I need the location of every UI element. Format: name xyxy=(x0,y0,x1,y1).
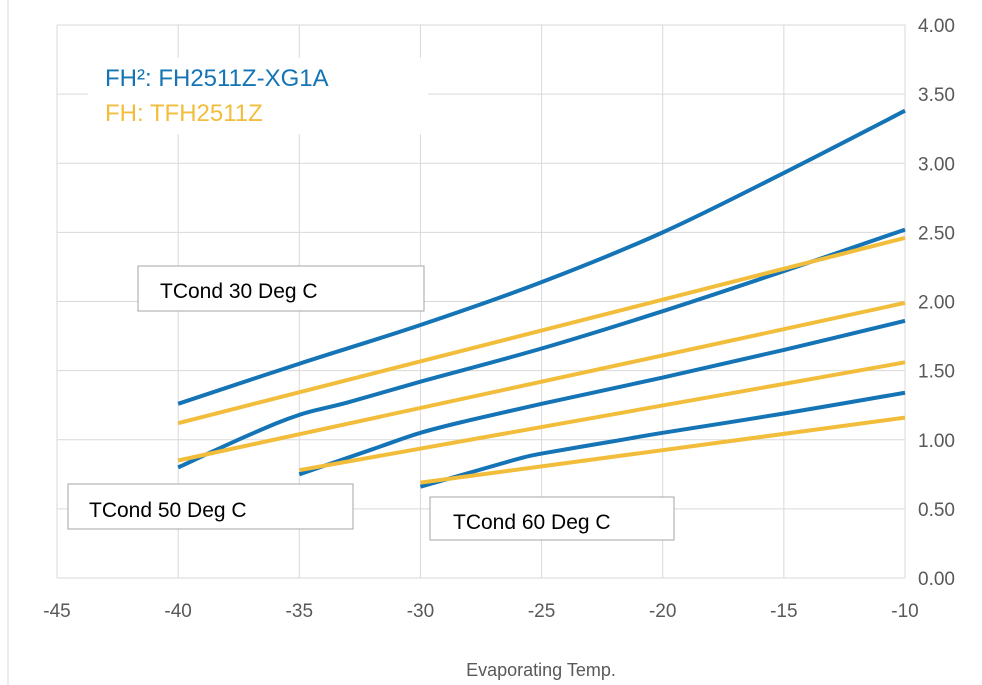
x-tick-label: -30 xyxy=(407,601,434,622)
series-line-fh2 xyxy=(177,227,906,470)
series-line-fh xyxy=(177,300,906,463)
x-axis-title: Evaporating Temp. xyxy=(466,660,616,680)
annotation-tcond-60: TCond 60 Deg C xyxy=(429,496,675,541)
annotation-tcond-50: TCond 50 Deg C xyxy=(67,483,354,530)
annotation-label: TCond 30 Deg C xyxy=(160,280,318,303)
legend: FH²: FH2511Z-XG1A FH: TFH2511Z xyxy=(88,58,428,134)
series-line-fh2 xyxy=(419,390,906,489)
y-tick-label: 1.00 xyxy=(918,431,955,452)
x-tick-label: -45 xyxy=(43,601,70,622)
series-line-fh xyxy=(298,360,906,473)
series-line-fh xyxy=(177,235,906,426)
legend-entry-fh: FH: TFH2511Z xyxy=(105,100,263,127)
annotation-box xyxy=(429,496,675,541)
x-tick-label: -25 xyxy=(528,601,555,622)
x-tick-label: -35 xyxy=(286,601,313,622)
annotation-label: TCond 50 Deg C xyxy=(89,499,247,522)
series-lines xyxy=(177,108,906,489)
series-line-fh2 xyxy=(177,108,906,406)
series-line-fh2 xyxy=(298,318,906,477)
x-tick-label: -15 xyxy=(770,601,797,622)
x-tick-label: -20 xyxy=(649,601,676,622)
y-tick-label: 1.50 xyxy=(918,362,955,383)
y-tick-label: 3.50 xyxy=(918,85,955,106)
annotation-box xyxy=(137,265,425,312)
x-tick-label: -10 xyxy=(891,601,918,622)
y-tick-label: 2.00 xyxy=(918,293,955,314)
x-tick-label: -40 xyxy=(164,601,191,622)
y-tick-label: 0.50 xyxy=(918,500,955,521)
y-tick-label: 3.00 xyxy=(918,154,955,175)
annotation-tcond-30: TCond 30 Deg C xyxy=(137,265,425,312)
tick-labels: -45 -40 -35 -30 -25 -20 -15 -100.00 0.50 1.00 1.50… xyxy=(43,16,955,622)
y-tick-label: 4.00 xyxy=(918,16,955,37)
annotation-box xyxy=(67,483,354,530)
annotation-label: TCond 60 Deg C xyxy=(453,511,611,534)
y-tick-label: 2.50 xyxy=(918,223,955,244)
y-tick-label: 0.00 xyxy=(918,569,955,590)
legend-entry-fh2: FH²: FH2511Z-XG1A xyxy=(105,65,329,92)
series-line-fh xyxy=(420,415,906,485)
legend-background xyxy=(88,58,428,134)
